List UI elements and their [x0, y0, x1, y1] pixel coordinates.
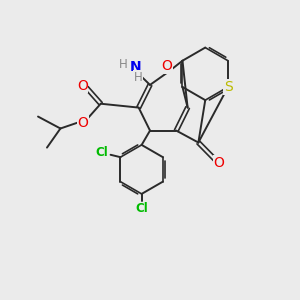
- Text: Cl: Cl: [135, 202, 148, 215]
- Text: H: H: [134, 70, 142, 84]
- Text: N: N: [130, 60, 142, 74]
- Text: H: H: [119, 58, 128, 71]
- Text: O: O: [77, 79, 88, 92]
- Text: O: O: [162, 59, 172, 74]
- Text: S: S: [224, 80, 232, 94]
- Text: O: O: [78, 116, 88, 130]
- Text: Cl: Cl: [95, 146, 108, 159]
- Text: O: O: [213, 155, 224, 170]
